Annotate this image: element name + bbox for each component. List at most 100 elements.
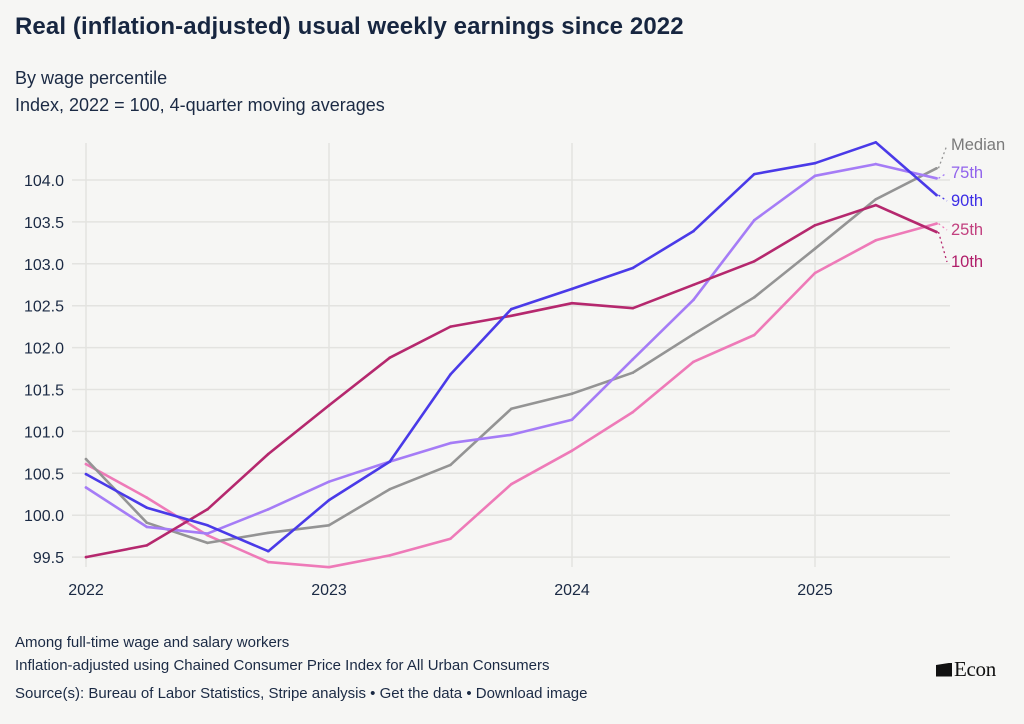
label-leader-median bbox=[937, 144, 948, 169]
data-point-median bbox=[388, 487, 392, 491]
series-label-median: Median bbox=[951, 136, 1005, 154]
data-point-10th bbox=[206, 508, 209, 511]
data-point-median bbox=[509, 407, 513, 411]
data-point-median bbox=[449, 463, 452, 467]
data-point-10th bbox=[266, 452, 270, 456]
chart-title: Real (inflation-adjusted) usual weekly e… bbox=[15, 13, 684, 40]
data-point-90th bbox=[509, 307, 513, 311]
data-point-25th bbox=[935, 222, 938, 225]
data-point-10th bbox=[388, 356, 392, 359]
x-axis: 2022 2023 2024 2025 bbox=[68, 582, 833, 599]
x-tick-label: 2025 bbox=[797, 582, 833, 599]
data-point-90th bbox=[874, 140, 878, 144]
y-tick-label: 100.0 bbox=[24, 508, 64, 525]
separator: • bbox=[366, 685, 380, 702]
chart-subtitle: By wage percentile Index, 2022 = 100, 4-… bbox=[15, 65, 385, 119]
data-point-25th bbox=[692, 360, 695, 364]
data-point-90th bbox=[752, 172, 756, 176]
series-line-median bbox=[84, 167, 938, 545]
data-point-25th bbox=[84, 462, 88, 466]
data-point-90th bbox=[145, 506, 149, 509]
chart-footer: Among full-time wage and salary workers … bbox=[15, 631, 587, 705]
y-tick-label: 100.5 bbox=[24, 466, 64, 483]
data-point-25th bbox=[266, 560, 270, 564]
data-point-75th bbox=[145, 525, 149, 529]
y-tick-label: 102.0 bbox=[24, 341, 64, 358]
data-point-75th bbox=[449, 441, 452, 445]
line-chart: 99.5 100.0 100.5 101.0 101.5 102.0 102.5 103.0 1… bbox=[24, 136, 1005, 599]
data-point-median bbox=[692, 332, 695, 336]
y-tick-label: 99.5 bbox=[33, 550, 64, 567]
data-point-10th bbox=[752, 259, 756, 263]
data-point-median bbox=[935, 166, 938, 170]
label-leader-10th bbox=[937, 231, 948, 263]
data-point-10th bbox=[570, 301, 574, 305]
data-point-25th bbox=[570, 449, 574, 452]
econ-logo[interactable]: Econ bbox=[936, 657, 996, 682]
data-point-median bbox=[327, 523, 331, 527]
y-tick-label: 103.0 bbox=[24, 257, 64, 274]
data-point-90th bbox=[935, 193, 938, 197]
data-point-90th bbox=[388, 460, 392, 463]
subtitle-line-1: By wage percentile bbox=[15, 68, 168, 88]
series-label-90th: 90th bbox=[951, 192, 983, 210]
x-tick-label: 2023 bbox=[311, 582, 347, 599]
data-point-median bbox=[752, 296, 756, 299]
y-tick-label: 103.5 bbox=[24, 215, 64, 232]
y-axis: 99.5 100.0 100.5 101.0 101.5 102.0 102.5 103.0 1… bbox=[24, 173, 64, 567]
separator: • bbox=[462, 685, 476, 702]
label-leader-75th bbox=[938, 172, 948, 179]
data-point-10th bbox=[874, 203, 878, 207]
data-point-75th bbox=[570, 418, 574, 421]
series-label-75th: 75th bbox=[951, 164, 983, 182]
y-tick-label: 101.5 bbox=[24, 383, 64, 400]
data-point-25th bbox=[874, 239, 878, 242]
series-lines bbox=[84, 140, 938, 569]
data-point-median bbox=[266, 531, 270, 535]
data-point-75th bbox=[631, 358, 635, 361]
series-line-10th bbox=[84, 203, 938, 559]
data-point-75th bbox=[266, 508, 270, 511]
series-label-10th: 10th bbox=[951, 253, 983, 271]
footnote-population: Among full-time wage and salary workers bbox=[15, 634, 290, 651]
data-point-25th bbox=[388, 554, 392, 557]
download-image-link[interactable]: Download image bbox=[475, 685, 588, 702]
series-labels: Median 75th 90th 25th 10th bbox=[937, 136, 1005, 271]
label-leader-90th bbox=[938, 194, 948, 202]
x-tick-label: 2024 bbox=[554, 582, 590, 599]
data-point-75th bbox=[206, 532, 209, 535]
data-point-10th bbox=[813, 223, 817, 227]
data-point-75th bbox=[327, 480, 331, 483]
data-point-90th bbox=[570, 287, 574, 291]
label-leader-25th bbox=[938, 223, 948, 231]
data-point-75th bbox=[935, 177, 938, 180]
data-point-25th bbox=[449, 537, 452, 540]
y-tick-label: 104.0 bbox=[24, 173, 64, 190]
x-tick-label: 2022 bbox=[68, 582, 104, 599]
data-point-10th bbox=[631, 306, 635, 310]
data-point-10th bbox=[935, 230, 938, 234]
get-the-data-link[interactable]: Get the data bbox=[379, 685, 463, 702]
data-point-25th bbox=[145, 496, 149, 499]
data-point-90th bbox=[449, 373, 452, 376]
data-point-75th bbox=[692, 298, 695, 302]
logo-text: Econ bbox=[954, 657, 996, 681]
grid-lines bbox=[72, 143, 950, 567]
data-point-75th bbox=[752, 218, 756, 222]
data-point-10th bbox=[692, 283, 695, 287]
series-line-90th bbox=[84, 141, 938, 553]
y-tick-label: 101.0 bbox=[24, 424, 64, 441]
data-point-90th bbox=[327, 498, 331, 502]
subtitle-line-2: Index, 2022 = 100, 4-quarter moving aver… bbox=[15, 95, 385, 115]
data-point-90th bbox=[266, 549, 270, 553]
data-point-median bbox=[84, 457, 88, 461]
footnote-inflation: Inflation-adjusted using Chained Consume… bbox=[15, 657, 550, 674]
source-text: Source(s): Bureau of Labor Statistics, S… bbox=[15, 685, 366, 702]
data-point-10th bbox=[509, 314, 513, 318]
data-point-25th bbox=[509, 482, 513, 486]
data-point-25th bbox=[813, 271, 817, 275]
data-point-median bbox=[813, 247, 817, 251]
data-point-median bbox=[631, 371, 635, 375]
data-point-90th bbox=[84, 472, 88, 476]
source-line: Source(s): Bureau of Labor Statistics, S… bbox=[15, 682, 587, 705]
